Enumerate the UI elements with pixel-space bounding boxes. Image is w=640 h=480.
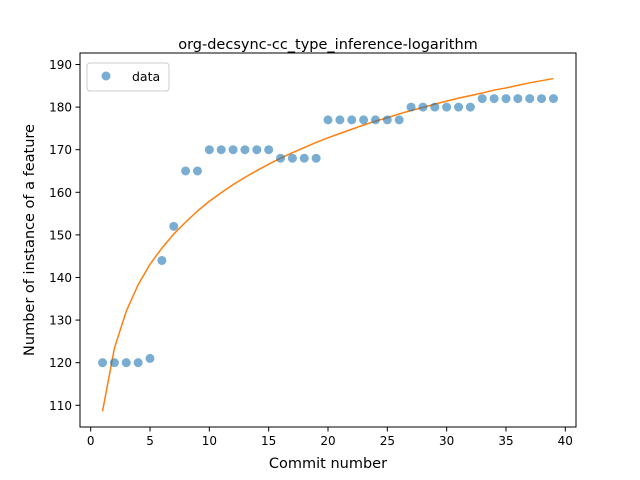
data-point xyxy=(537,94,547,104)
data-point xyxy=(477,94,487,104)
legend-label: data xyxy=(132,69,160,84)
data-point xyxy=(430,102,440,112)
legend-box xyxy=(86,62,170,92)
fit-line xyxy=(101,77,554,412)
x-tick-label: 5 xyxy=(146,434,154,448)
data-point xyxy=(276,153,286,163)
legend-marker xyxy=(101,71,111,81)
data-point xyxy=(181,166,191,176)
x-tick-label: 0 xyxy=(87,434,95,448)
data-point xyxy=(454,102,464,112)
x-tick-label: 35 xyxy=(498,434,513,448)
data-point xyxy=(442,102,452,112)
y-tick-label: 150 xyxy=(49,228,72,242)
x-tick-label: 40 xyxy=(558,434,573,448)
data-point xyxy=(465,102,475,112)
x-tick-label: 25 xyxy=(380,434,395,448)
y-tick-label: 180 xyxy=(49,101,72,115)
data-point xyxy=(169,221,179,231)
data-point xyxy=(157,255,167,265)
data-points xyxy=(98,94,558,368)
x-axis-label: Commit number xyxy=(269,456,387,472)
data-point xyxy=(109,358,119,368)
x-tick-label: 20 xyxy=(320,434,335,448)
data-point xyxy=(98,358,108,368)
data-point xyxy=(287,153,297,163)
data-point xyxy=(406,102,416,112)
data-point xyxy=(347,115,357,125)
data-point xyxy=(252,145,262,155)
data-point xyxy=(501,94,511,104)
y-tick-label: 140 xyxy=(49,271,72,285)
data-point xyxy=(311,153,321,163)
data-point xyxy=(548,94,558,104)
data-point xyxy=(299,153,309,163)
data-point xyxy=(192,166,202,176)
data-point xyxy=(489,94,499,104)
x-tick-label: 30 xyxy=(439,434,454,448)
data-point xyxy=(228,145,238,155)
data-point xyxy=(216,145,226,155)
data-point xyxy=(240,145,250,155)
data-point xyxy=(133,358,143,368)
y-axis-label: Number of instance of a feature xyxy=(22,124,38,356)
x-axis: 0 5 10 15 20 25 30 35 40 xyxy=(87,427,573,448)
data-point xyxy=(418,102,428,112)
y-tick-label: 160 xyxy=(49,186,72,200)
data-point xyxy=(525,94,535,104)
y-tick-label: 130 xyxy=(49,314,72,328)
y-tick-label: 120 xyxy=(49,356,72,370)
data-point xyxy=(513,94,523,104)
data-point xyxy=(359,115,369,125)
data-point xyxy=(382,115,392,125)
data-point xyxy=(145,353,155,363)
x-tick-label: 10 xyxy=(202,434,217,448)
data-point xyxy=(370,115,380,125)
y-tick-label: 110 xyxy=(49,399,72,413)
data-point xyxy=(335,115,345,125)
data-point xyxy=(323,115,333,125)
y-tick-label: 170 xyxy=(49,143,72,157)
y-tick-label: 190 xyxy=(49,58,72,72)
legend: data xyxy=(86,62,170,92)
data-point xyxy=(204,145,214,155)
data-point xyxy=(394,115,404,125)
y-axis: 110 120 130 140 150 160 170 180 190 xyxy=(49,58,80,413)
data-point xyxy=(121,358,131,368)
data-point xyxy=(264,145,274,155)
chart-title: org-decsync-cc_type_inference-logarithm xyxy=(178,37,478,53)
x-tick-label: 15 xyxy=(261,434,276,448)
